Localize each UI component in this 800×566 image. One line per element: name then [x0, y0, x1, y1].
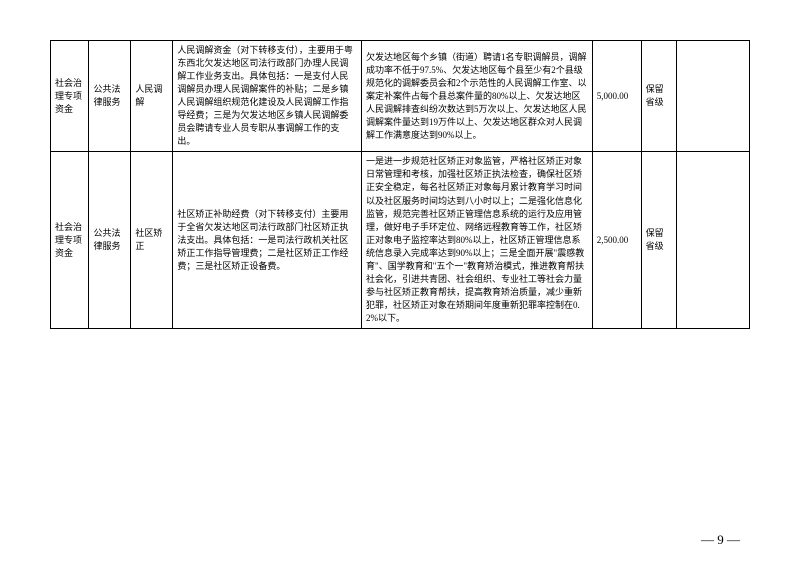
cell-level: 保留省级: [641, 41, 676, 152]
cell-service-type: 公共法律服务: [89, 41, 131, 152]
cell-targets: 欠发达地区每个乡镇（街道）聘请1名专职调解员，调解成功率不低于97.5%、欠发达…: [362, 41, 593, 152]
cell-amount: 5,000.00: [592, 41, 641, 152]
cell-fund-category: 社会治理专项资金: [51, 41, 89, 152]
cell-item-name: 人民调解: [131, 41, 173, 152]
cell-remark: [676, 41, 749, 152]
document-page: 社会治理专项资金 公共法律服务 人民调解 人民调解资金（对下转移支付），主要用于…: [0, 0, 800, 566]
cell-level: 保留省级: [641, 152, 676, 329]
cell-fund-category: 社会治理专项资金: [51, 152, 89, 329]
cell-description: 人民调解资金（对下转移支付），主要用于粤东西北欠发达地区司法行政部门办理人民调解…: [173, 41, 362, 152]
cell-item-name: 社区矫正: [131, 152, 173, 329]
cell-amount: 2,500.00: [592, 152, 641, 329]
table-row: 社会治理专项资金 公共法律服务 人民调解 人民调解资金（对下转移支付），主要用于…: [51, 41, 750, 152]
data-table: 社会治理专项资金 公共法律服务 人民调解 人民调解资金（对下转移支付），主要用于…: [50, 40, 750, 329]
cell-remark: [676, 152, 749, 329]
page-number: — 9 —: [701, 532, 740, 548]
cell-targets: 一是进一步规范社区矫正对象监管，严格社区矫正对象日常管理和考核，加强社区矫正执法…: [362, 152, 593, 329]
table-row: 社会治理专项资金 公共法律服务 社区矫正 社区矫正补助经费（对下转移支付）主要用…: [51, 152, 750, 329]
cell-description: 社区矫正补助经费（对下转移支付）主要用于全省欠发达地区司法行政部门社区矫正执法支…: [173, 152, 362, 329]
cell-service-type: 公共法律服务: [89, 152, 131, 329]
